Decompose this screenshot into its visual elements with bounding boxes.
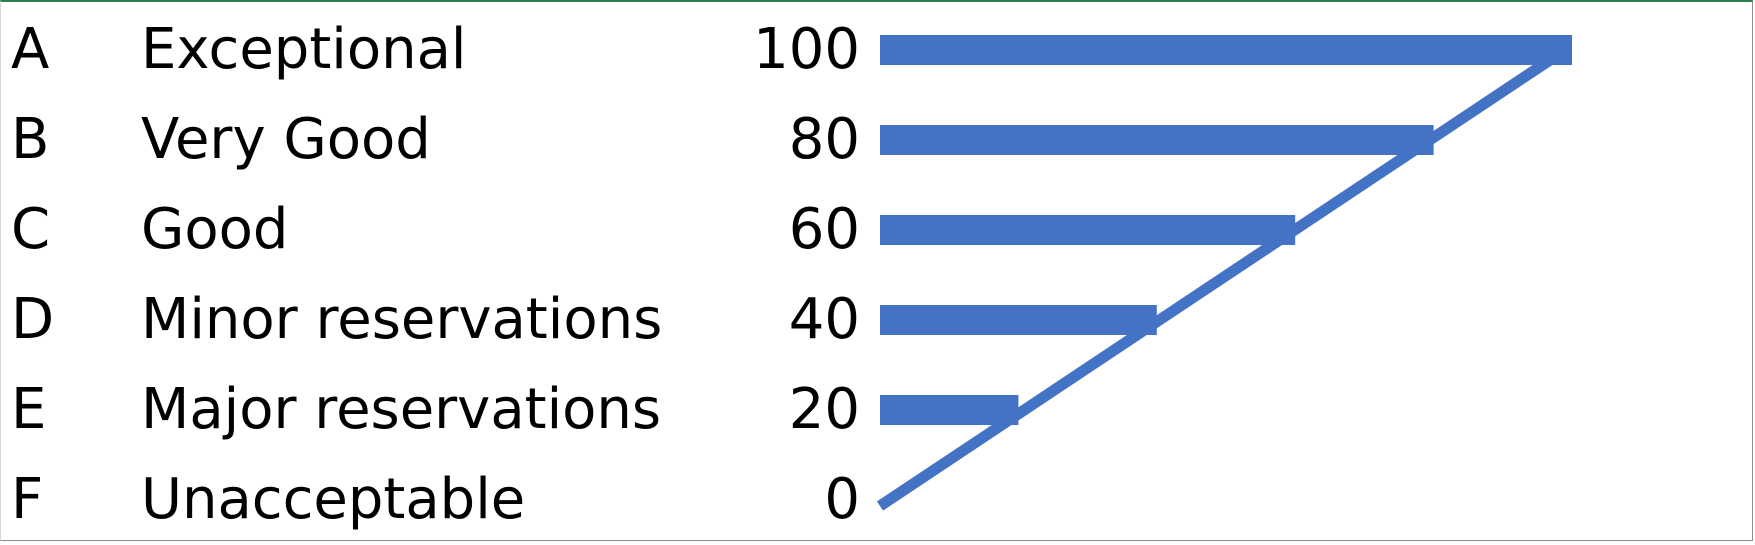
grade-description: Minor reservations <box>141 287 663 352</box>
grade-letter: F <box>11 467 44 532</box>
grade-row-a: A Exceptional 100 <box>0 5 880 95</box>
grade-description: Unacceptable <box>141 467 526 532</box>
grade-description: Very Good <box>141 107 431 172</box>
grade-description: Good <box>141 197 289 262</box>
bars-group <box>880 35 1572 425</box>
score-label: 20 <box>788 377 860 442</box>
grade-letter: B <box>11 107 50 172</box>
bar-c <box>880 215 1296 245</box>
bar-b <box>880 125 1434 155</box>
grade-letter: A <box>11 17 50 82</box>
bar-a <box>880 35 1572 65</box>
score-label: 100 <box>753 17 860 82</box>
grade-letter: C <box>11 197 51 262</box>
trend-group <box>876 55 1554 511</box>
grade-table: A Exceptional 100 B Very Good 80 C Good … <box>0 0 880 543</box>
grade-description: Major reservations <box>141 377 662 442</box>
grade-row-c: C Good 60 <box>0 185 880 275</box>
grade-row-d: D Minor reservations 40 <box>0 275 880 365</box>
grade-row-f: F Unacceptable 0 <box>0 455 880 545</box>
grade-row-b: B Very Good 80 <box>0 95 880 185</box>
grade-letter: D <box>11 287 55 352</box>
score-label: 60 <box>788 197 860 262</box>
grade-letter: E <box>11 377 47 442</box>
grade-row-e: E Major reservations 20 <box>0 365 880 455</box>
trend-line <box>876 55 1554 511</box>
score-label: 80 <box>788 107 860 172</box>
score-label: 40 <box>788 287 860 352</box>
bar-e <box>880 395 1019 425</box>
bar-d <box>880 305 1157 335</box>
grade-description: Exceptional <box>141 17 467 82</box>
score-label: 0 <box>824 467 860 532</box>
